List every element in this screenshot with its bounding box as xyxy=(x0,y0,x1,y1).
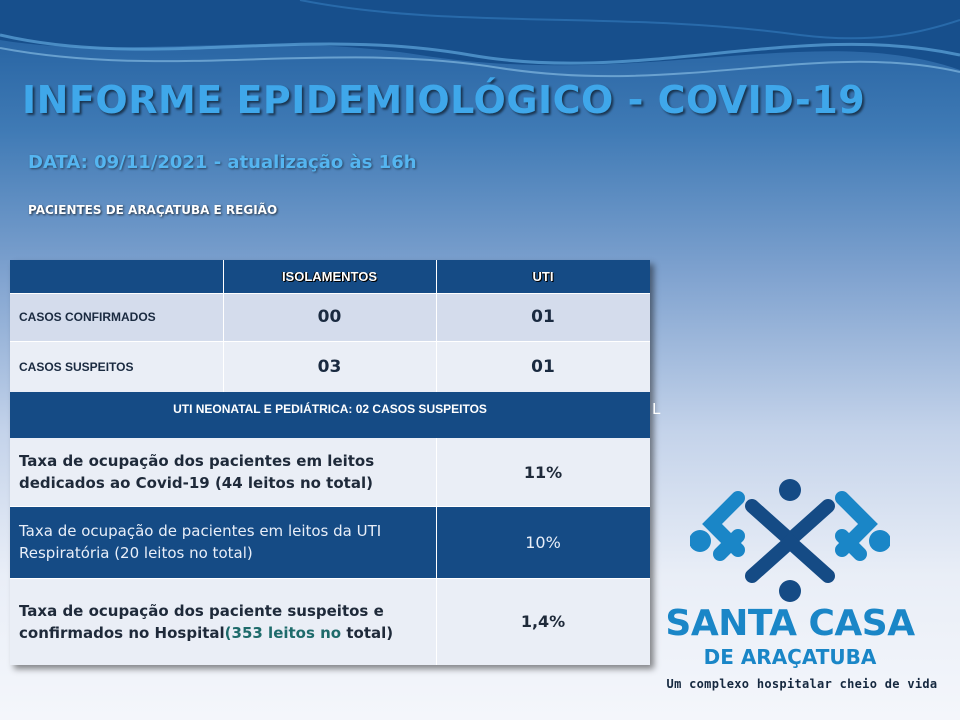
occupancy-label-covid: Taxa de ocupação dos pacientes em leitos… xyxy=(10,438,436,506)
occupancy-value-hospital: 1,4% xyxy=(436,578,650,665)
occupancy-label-hospital: Taxa de ocupação dos paciente suspeitos … xyxy=(10,578,436,665)
occupancy-value-uti: 10% xyxy=(436,506,650,578)
header-waves xyxy=(0,0,960,78)
grid-line xyxy=(10,578,650,579)
confirmados-uti: 01 xyxy=(436,293,650,341)
row-label-suspeitos: CASOS SUSPEITOS xyxy=(10,341,223,392)
grid-line xyxy=(223,260,224,392)
grid-line xyxy=(436,260,437,392)
covid-table: ISOLAMENTOS UTI CASOS CONFIRMADOS 00 01 … xyxy=(10,260,650,665)
region-subtitle: PACIENTES DE ARAÇATUBA E REGIÃO xyxy=(28,203,278,217)
brand-tagline: Um complexo hospitalar cheio de vida xyxy=(666,677,938,691)
header-blank-cell xyxy=(10,260,223,293)
header-uti: UTI xyxy=(436,260,650,293)
suspeitos-uti: 01 xyxy=(436,341,650,392)
grid-line xyxy=(10,506,650,507)
brand-name: SANTA CASA xyxy=(665,603,915,644)
header-isolamentos: ISOLAMENTOS xyxy=(223,260,436,293)
santa-casa-logo-icon xyxy=(690,479,890,602)
occupancy-label-hospital-text: Taxa de ocupação dos paciente suspeitos … xyxy=(19,601,394,642)
brand-sub: DE ARAÇATUBA xyxy=(703,645,877,669)
grid-line xyxy=(10,341,650,342)
occupancy-value-covid: 11% xyxy=(436,438,650,506)
stray-character: L xyxy=(652,400,661,418)
suspeitos-isolamentos: 03 xyxy=(223,341,436,392)
neonatal-band: UTI NEONATAL E PEDIÁTRICA: 02 CASOS SUSP… xyxy=(10,392,650,438)
row-label-confirmados: CASOS CONFIRMADOS xyxy=(10,293,223,341)
occupancy-label-uti: Taxa de ocupação de pacientes em leitos … xyxy=(10,506,436,578)
page-title: INFORME EPIDEMIOLÓGICO - COVID-19 xyxy=(22,78,866,122)
grid-line xyxy=(436,438,437,665)
date-line: DATA: 09/11/2021 - atualização às 16h xyxy=(28,152,417,173)
grid-line xyxy=(10,293,650,294)
confirmados-isolamentos: 00 xyxy=(223,293,436,341)
